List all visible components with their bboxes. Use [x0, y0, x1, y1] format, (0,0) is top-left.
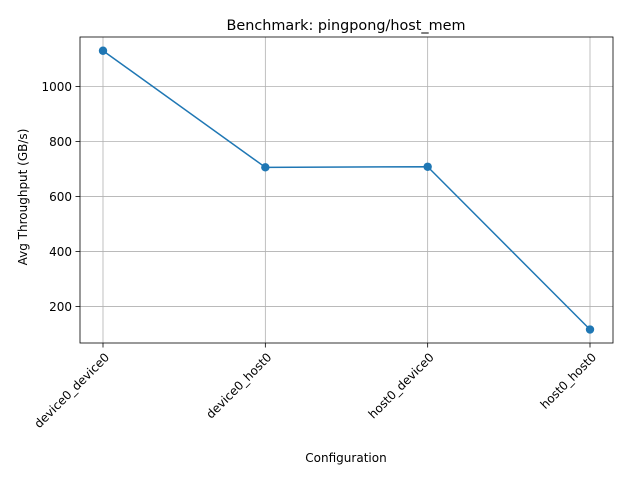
chart-title: Benchmark: pingpong/host_mem — [227, 18, 466, 34]
data-point-marker — [585, 325, 595, 334]
plot-area-frame — [79, 36, 614, 344]
y-axis-title: Avg Throughput (GB/s) — [16, 129, 30, 266]
y-tick-label: 200 — [49, 300, 72, 314]
y-tick-label: 1000 — [41, 80, 72, 94]
data-point-marker — [261, 163, 270, 172]
data-point-marker — [98, 46, 108, 55]
series-line — [102, 50, 591, 331]
y-tick-label: 400 — [49, 245, 72, 259]
grid-lines — [80, 37, 613, 343]
y-tick-label: 800 — [49, 135, 72, 149]
data-series — [98, 46, 595, 334]
x-axis-title: Configuration — [305, 451, 386, 465]
y-tick-label: 600 — [49, 190, 72, 204]
data-point-marker — [423, 162, 432, 171]
